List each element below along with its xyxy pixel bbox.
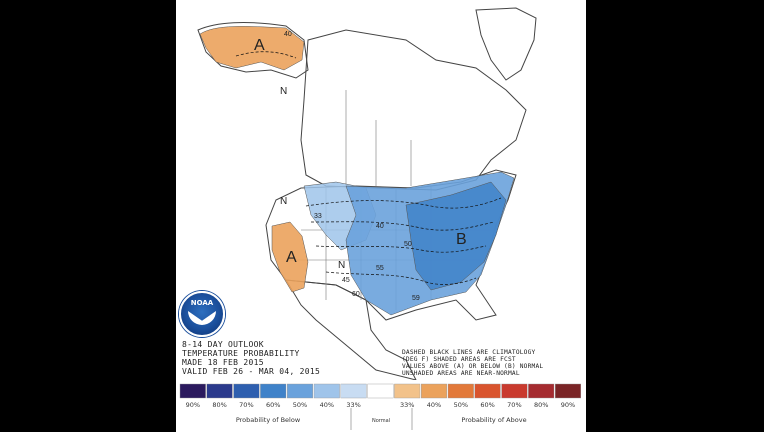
isotherm-33 <box>305 197 502 209</box>
iso-40-label: 40 <box>376 223 384 230</box>
alaska-a-label: A <box>254 37 265 54</box>
legend-percent-label: 60% <box>480 401 494 409</box>
legend-percent-label: 50% <box>454 401 468 409</box>
noaa-logo: NOAA <box>179 291 225 337</box>
noaa-logo-text: NOAA <box>190 299 214 307</box>
climatology-isotherms <box>235 51 502 285</box>
note-line-2: (DEG F) SHADED AREAS ARE FCST <box>402 356 516 363</box>
legend-label-above: Probability of Above <box>461 416 526 424</box>
legend-percents: 90% 80% 70% 60% 50% 40% 33% 33% 40% 50% 60% 70% 80% 9… <box>186 401 576 409</box>
map-labels: A 40 N N A N B 33 40 45 50 55 59 60 <box>254 31 467 302</box>
region-above-california <box>271 221 309 293</box>
alaska-n-label: N <box>280 86 287 97</box>
caption-line-3: MADE 18 FEB 2015 <box>182 358 264 367</box>
legend-percent-label: 70% <box>239 401 253 409</box>
west-n-label: N <box>280 196 287 207</box>
note-line-4: UNSHADED AREAS ARE NEAR-NORMAL <box>402 370 520 377</box>
west-a-label: A <box>286 249 297 266</box>
legend-percent-label: 33% <box>400 401 414 409</box>
legend-percent-label: 50% <box>293 401 307 409</box>
legend-percent-label: 90% <box>561 401 575 409</box>
isotherm-40 <box>310 221 495 231</box>
iso-33-label: 33 <box>314 213 322 220</box>
legend-swatch <box>233 383 260 399</box>
region-below-darker-east <box>405 181 507 291</box>
legend-swatch <box>501 383 528 399</box>
legend-label-below: Probability of Below <box>236 416 301 424</box>
map-notes: DASHED BLACK LINES ARE CLIMATOLOGY (DEG … <box>402 349 543 377</box>
legend-percent-label: 40% <box>427 401 441 409</box>
legend-percent-label: 90% <box>186 401 200 409</box>
legend-swatches <box>179 383 582 399</box>
isotherm-60 <box>325 271 477 285</box>
legend-swatch <box>420 383 447 399</box>
greenland-outline <box>475 7 537 81</box>
canada-outline <box>300 29 527 191</box>
probability-legend: 90% 80% 70% 60% 50% 40% 33% 33% 40% 50% 60% 70% 80% 9… <box>179 383 582 430</box>
iso-45-label: 45 <box>342 277 350 284</box>
west-n2-label: N <box>338 260 345 271</box>
legend-label-normal: Normal <box>372 418 390 424</box>
east-b-label: B <box>456 231 467 248</box>
caption-line-4: VALID FEB 26 - MAR 04, 2015 <box>182 367 321 376</box>
legend-swatch <box>555 383 582 399</box>
alaska-outline <box>197 22 309 79</box>
noaa-bird-icon <box>188 311 216 325</box>
outlook-panel: A 40 N N A N B 33 40 45 50 55 59 60 NOAA… <box>176 0 586 432</box>
iso-60-label: 60 <box>352 291 360 298</box>
legend-swatch <box>447 383 474 399</box>
legend-swatch <box>474 383 501 399</box>
legend-swatch <box>179 383 206 399</box>
note-line-3: VALUES ABOVE (A) OR BELOW (B) NORMAL <box>402 363 544 370</box>
alaska-40-label: 40 <box>284 31 292 38</box>
legend-swatch <box>313 383 340 399</box>
legend-swatch <box>286 383 313 399</box>
legend-percent-label: 80% <box>212 401 226 409</box>
legend-percent-label: 80% <box>534 401 548 409</box>
legend-swatch <box>367 383 394 399</box>
outlook-caption: 8-14 DAY OUTLOOK TEMPERATURE PROBABILITY… <box>182 340 320 376</box>
iso-50-label: 50 <box>404 241 412 248</box>
legend-swatch <box>260 383 287 399</box>
iso-59-label: 59 <box>412 295 420 302</box>
legend-swatch <box>340 383 367 399</box>
legend-percent-label: 33% <box>346 401 360 409</box>
isotherm-50 <box>315 245 487 253</box>
legend-percent-label: 60% <box>266 401 280 409</box>
legend-swatch <box>394 383 421 399</box>
legend-swatch <box>206 383 233 399</box>
isotherm-alaska <box>235 51 297 59</box>
note-line-1: DASHED BLACK LINES ARE CLIMATOLOGY <box>402 349 536 356</box>
legend-swatch <box>528 383 555 399</box>
outlook-map: A 40 N N A N B 33 40 45 50 55 59 60 <box>197 7 537 380</box>
legend-percent-label: 40% <box>320 401 334 409</box>
region-above-alaska <box>199 26 305 71</box>
caption-line-2: TEMPERATURE PROBABILITY <box>182 349 300 358</box>
iso-55-label: 55 <box>376 265 384 272</box>
legend-percent-label: 70% <box>507 401 521 409</box>
caption-line-1: 8-14 DAY OUTLOOK <box>182 340 264 349</box>
